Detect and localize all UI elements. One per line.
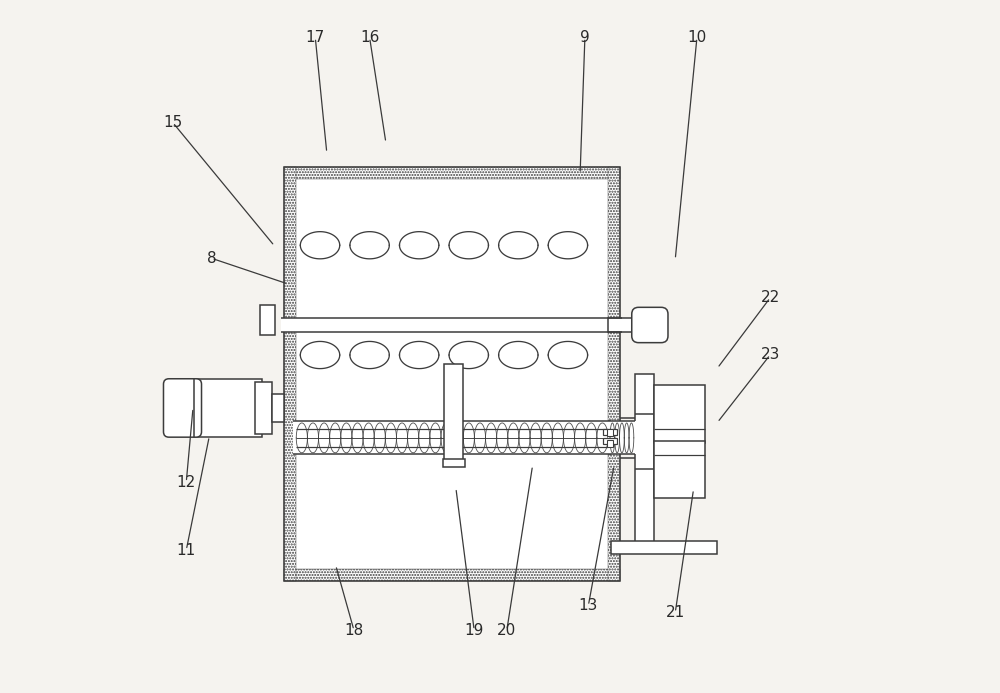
Bar xyxy=(284,166,620,179)
Bar xyxy=(603,429,617,435)
Text: 18: 18 xyxy=(344,623,364,638)
Bar xyxy=(654,441,705,498)
Bar xyxy=(284,166,296,581)
Bar xyxy=(611,541,717,554)
Bar xyxy=(255,382,272,434)
Bar xyxy=(603,438,617,444)
Bar xyxy=(293,421,611,455)
Text: 22: 22 xyxy=(761,290,780,305)
FancyBboxPatch shape xyxy=(632,307,668,342)
Bar xyxy=(260,306,275,335)
Text: 12: 12 xyxy=(177,475,196,490)
Bar xyxy=(608,421,637,455)
Text: 19: 19 xyxy=(465,623,484,638)
Bar xyxy=(284,568,620,581)
Text: 15: 15 xyxy=(163,115,182,130)
Text: 20: 20 xyxy=(497,623,516,638)
Bar xyxy=(607,440,613,447)
Bar xyxy=(443,459,465,466)
FancyBboxPatch shape xyxy=(163,379,202,437)
Text: 10: 10 xyxy=(687,30,707,45)
Bar xyxy=(284,166,620,581)
Text: 8: 8 xyxy=(207,251,216,265)
Text: 17: 17 xyxy=(306,30,325,45)
Text: 9: 9 xyxy=(580,30,590,45)
Bar xyxy=(608,166,620,581)
Text: 11: 11 xyxy=(177,543,196,558)
Bar xyxy=(607,429,613,436)
Bar xyxy=(635,374,654,547)
Text: 21: 21 xyxy=(666,605,685,620)
Bar xyxy=(444,364,463,460)
Text: 13: 13 xyxy=(579,599,598,613)
Bar xyxy=(272,394,284,423)
Bar xyxy=(281,317,622,332)
Bar xyxy=(284,166,620,581)
Bar xyxy=(654,385,705,443)
Bar xyxy=(608,317,642,332)
Bar xyxy=(194,379,262,437)
Text: 16: 16 xyxy=(360,30,379,45)
Text: 23: 23 xyxy=(761,347,780,362)
